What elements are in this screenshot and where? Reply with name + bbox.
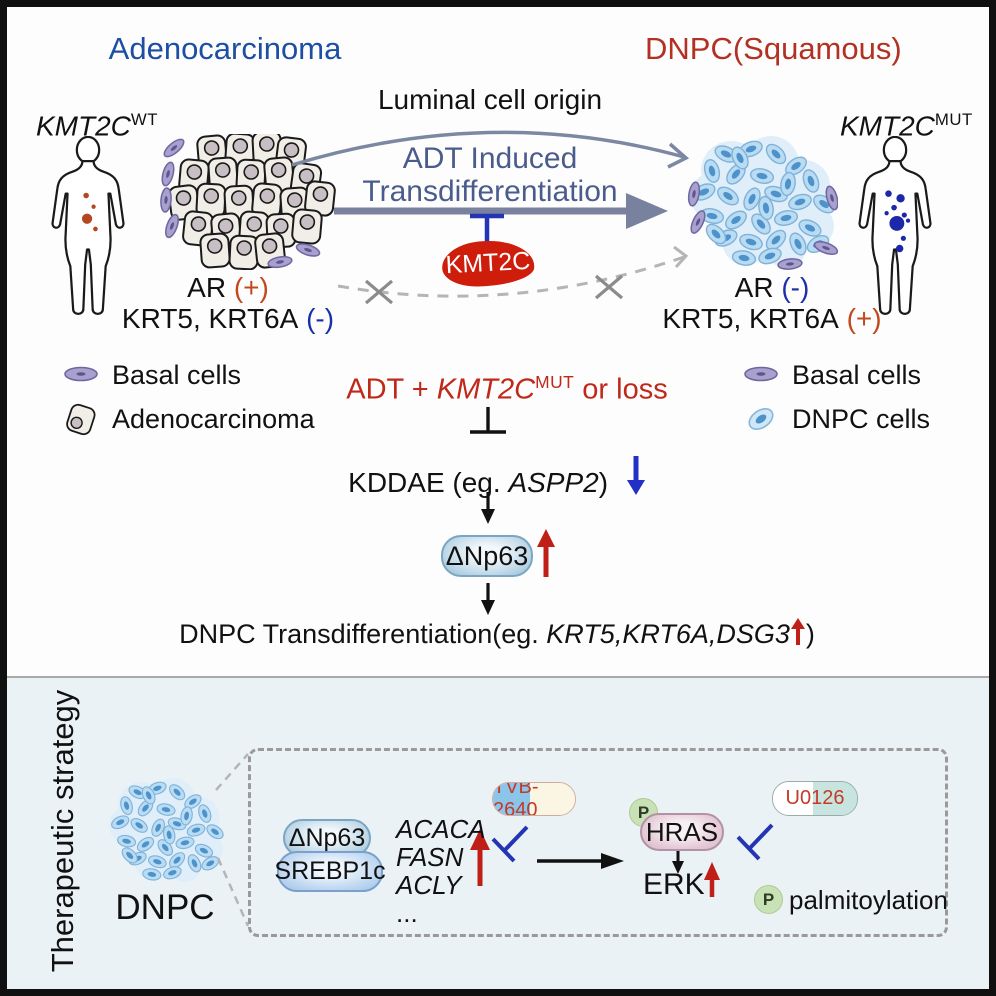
dnpc-cell-icon bbox=[748, 407, 774, 431]
pathway-inhibition-tbar bbox=[470, 407, 506, 434]
adenocarcinoma-cluster bbox=[160, 134, 337, 270]
left-title: Adenocarcinoma bbox=[108, 31, 342, 66]
left-krt-status: KRT5, KRT6A (-) bbox=[121, 303, 335, 334]
patient-figure-wildtype bbox=[51, 136, 125, 315]
right-genotype: KMT2CMUT bbox=[840, 110, 973, 142]
capsule-half-teal bbox=[813, 782, 857, 815]
left-ar-status: AR (+) bbox=[187, 272, 269, 303]
srebp1c-pill: SREBP1c bbox=[274, 851, 386, 892]
np63-up-arrow-red bbox=[537, 529, 555, 577]
tumor-dots-red bbox=[81, 192, 98, 232]
kddae-label: KDDAE (eg. ASPP2) bbox=[287, 454, 707, 499]
left-genotype: KMT2CWT bbox=[36, 110, 158, 142]
cross-mark-right bbox=[594, 274, 624, 300]
left-legend-basal-label: Basal cells bbox=[112, 360, 242, 390]
basal-cell-icon bbox=[64, 366, 98, 382]
dnpc-cluster-label: DNPC bbox=[115, 888, 215, 927]
metastasis-dots-blue bbox=[884, 190, 911, 253]
erk-label: ERK bbox=[643, 868, 705, 901]
u0126-capsule: U0126 bbox=[772, 781, 858, 816]
right-title: DNPC(Squamous) bbox=[645, 31, 902, 66]
palmitoylation-legend-badge: P bbox=[754, 885, 783, 914]
tvb-2640-capsule: TVB-2640 bbox=[492, 782, 576, 816]
cross-mark-left bbox=[364, 279, 394, 305]
result-up-arrow-red bbox=[790, 618, 805, 645]
right-ar-status: AR (-) bbox=[734, 272, 810, 303]
basal-cell-icon bbox=[744, 366, 778, 382]
np63-pill-bottom: ΔNp63 bbox=[283, 819, 371, 857]
kddae-down-arrow-blue bbox=[626, 456, 645, 495]
left-legend-adeno-label: Adenocarcinoma bbox=[112, 404, 315, 434]
kmt2c-inhibitor-blob: KMT2C bbox=[440, 238, 536, 289]
lipogenesis-genes: ACACA FASN ACLY ... bbox=[396, 814, 486, 928]
pathway-down-arrow-2 bbox=[481, 583, 495, 615]
adt-transdifferentiation-label: ADT Induced Transdifferentiation bbox=[362, 142, 618, 208]
capsule-half-white bbox=[773, 782, 814, 815]
np63-pill: ΔNp63 bbox=[441, 535, 533, 577]
dnpc-cluster bbox=[686, 136, 838, 270]
capsule-half-cream bbox=[529, 783, 575, 815]
palmitoylation-label: palmitoylation bbox=[789, 885, 948, 915]
pathway-result: DNPC Transdifferentiation(eg. KRT5,KRT6A… bbox=[179, 618, 815, 649]
capsule-half-blue bbox=[493, 783, 530, 815]
dnpc-cluster-small bbox=[106, 778, 228, 886]
luminal-origin-label: Luminal cell origin bbox=[377, 84, 603, 115]
right-legend-basal-label: Basal cells bbox=[792, 360, 922, 390]
kmt2c-inhibition-tbar bbox=[470, 213, 504, 244]
right-krt-status: KRT5, KRT6A (+) bbox=[662, 303, 882, 334]
therapy-mechanism-box bbox=[248, 748, 948, 937]
therapy-panel-title: Therapeutic strategy bbox=[45, 689, 80, 973]
patient-figure-mutant bbox=[858, 136, 932, 315]
right-legend-dnpc-label: DNPC cells bbox=[792, 404, 931, 434]
adenocarcinoma-cell-icon bbox=[66, 403, 96, 436]
pathway-trigger: ADT + KMT2CMUT or loss bbox=[346, 372, 668, 406]
hras-pill: HRAS bbox=[640, 813, 724, 851]
